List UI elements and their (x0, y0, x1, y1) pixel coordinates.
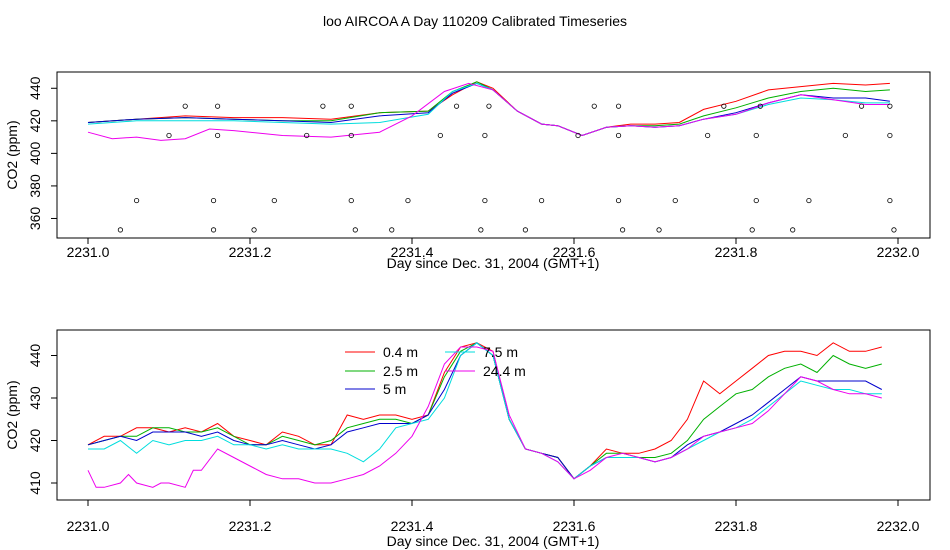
scatter-point (348, 197, 354, 204)
x-tick-label: 2231.4 (391, 518, 434, 534)
scatter-point (482, 132, 488, 139)
scatter-point (215, 103, 221, 109)
series-line-0 (87, 342, 882, 480)
scatter-point (389, 227, 395, 233)
scatter-point (672, 197, 678, 204)
scatter-point (453, 103, 460, 109)
scatter-point (615, 132, 622, 139)
scatter-point (705, 132, 711, 139)
scatter-point (575, 132, 581, 139)
scatter-point (615, 197, 622, 204)
scatter-point (482, 197, 488, 204)
x-tick-label: 2231.8 (715, 244, 758, 260)
x-tick-label: 2231.8 (715, 518, 758, 534)
scatter-point (591, 103, 597, 109)
scatter-point (619, 227, 626, 233)
scatter-point (842, 132, 848, 139)
scatter-point (887, 132, 893, 139)
scatter-point (271, 197, 277, 204)
y-tick-label: 400 (27, 141, 43, 165)
scatter-point (215, 132, 221, 139)
x-tick-label: 2231.2 (229, 518, 272, 534)
plot-frame (56, 71, 931, 239)
x-tick-label: 2232.0 (877, 518, 920, 534)
scatter-point (887, 197, 893, 204)
legend-label: 0.4 m (383, 344, 418, 360)
series-line-2 (87, 82, 890, 137)
y-tick-label: 440 (27, 76, 43, 100)
scatter-point (405, 197, 411, 204)
scatter-point (538, 197, 545, 204)
y-tick-label: 380 (27, 174, 43, 198)
x-tick-label: 2231.2 (229, 244, 272, 260)
scatter-point (522, 227, 529, 233)
y-tick-label: 420 (27, 109, 43, 133)
scatter-point (348, 103, 354, 109)
series-line-3 (87, 82, 890, 137)
x-tick-label: 2231.6 (553, 518, 596, 534)
scatter-point (749, 227, 755, 233)
scatter-point (858, 103, 865, 109)
x-tick-label: 2232.0 (877, 244, 920, 260)
chart-title: loo AIRCOA A Day 110209 Calibrated Times… (323, 13, 627, 29)
x-tick-label: 2231.4 (391, 244, 434, 260)
scatter-point (891, 227, 897, 233)
x-tick-label: 2231.0 (67, 244, 110, 260)
scatter-point (210, 227, 217, 233)
y-tick-label: 430 (27, 386, 43, 410)
scatter-point (117, 227, 124, 233)
scatter-point (790, 227, 796, 233)
scatter-point (478, 227, 484, 233)
y-axis-label: CO2 (ppm) (4, 120, 20, 189)
scatter-point (721, 103, 727, 109)
scatter-point (352, 227, 358, 233)
y-tick-label: 410 (27, 471, 43, 495)
y-tick-label: 420 (27, 429, 43, 453)
scatter-point (806, 197, 812, 204)
scatter-point (437, 132, 443, 139)
scatter-point (887, 103, 893, 109)
y-tick-label: 360 (27, 207, 43, 231)
legend-label: 5 m (383, 381, 406, 397)
scatter-point (753, 132, 759, 139)
legend-label: 24.4 m (483, 363, 526, 379)
top-panel: 2231.0 2231.2 2231.4 2231.6 2231.8 2232.0 Day … (4, 71, 931, 271)
scatter-point (486, 103, 492, 109)
legend-label: 2.5 m (383, 363, 418, 379)
x-tick-label: 2231.0 (67, 518, 110, 534)
scatter-point (166, 132, 172, 139)
series-line-4 (87, 346, 882, 488)
legend: 0.4 m 2.5 m 5 m 7.5 m 24.4 m (345, 344, 526, 397)
scatter-point (753, 197, 759, 204)
x-axis-label: Day since Dec. 31, 2004 (GMT+1) (387, 533, 600, 549)
x-axis-label: Day since Dec. 31, 2004 (GMT+1) (387, 255, 600, 271)
scatter-point (615, 103, 622, 109)
scatter-point (320, 103, 326, 109)
scatter-point (304, 132, 310, 139)
scatter-point (757, 103, 763, 109)
y-axis-label: CO2 (ppm) (4, 380, 20, 449)
scatter-point (656, 227, 662, 233)
series-line-4 (87, 82, 890, 141)
bottom-panel: 2231.0 2231.2 2231.4 2231.6 2231.8 2232.0 Day … (4, 329, 931, 549)
scatter-point (182, 103, 188, 109)
legend-label: 7.5 m (483, 344, 518, 360)
scatter-point (134, 197, 140, 204)
scatter-point (210, 197, 217, 204)
scatter-point (348, 132, 354, 139)
y-tick-label: 440 (27, 344, 43, 368)
x-tick-label: 2231.6 (553, 244, 596, 260)
scatter-point (251, 227, 257, 233)
